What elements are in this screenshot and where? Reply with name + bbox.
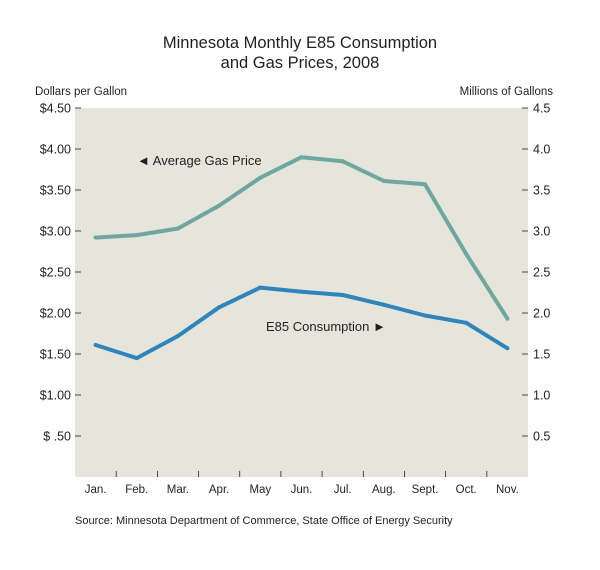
x-tick-label: Jan. xyxy=(85,484,107,496)
x-tick-label: Nov. xyxy=(496,484,519,496)
data-point xyxy=(299,289,304,294)
x-tick-label: Jun. xyxy=(291,484,313,496)
right-tick-label: 4.0 xyxy=(533,143,550,157)
x-tick-label: Sept. xyxy=(412,484,439,496)
x-tick-label: Apr. xyxy=(209,484,229,496)
data-point xyxy=(505,346,510,351)
x-tick-label: Oct. xyxy=(456,484,477,496)
data-point xyxy=(258,285,263,290)
right-tick-label: 1.0 xyxy=(533,389,550,403)
left-tick-label: $4.00 xyxy=(40,143,71,157)
right-axis: 0.5 1.0 1.5 2.0 2.5 3.0 3.5 4.0 4.5 xyxy=(522,102,550,444)
x-tick-label: Mar. xyxy=(167,484,189,496)
right-tick-label: 4.5 xyxy=(533,102,550,116)
source-note: Source: Minnesota Department of Commerce… xyxy=(75,515,453,527)
right-tick-label: 3.0 xyxy=(533,225,550,239)
left-axis-label: Dollars per Gallon xyxy=(35,86,127,98)
gas-price-label: ◄ Average Gas Price xyxy=(137,153,262,168)
left-tick-label: $4.50 xyxy=(40,102,71,116)
e85-consumption-label: E85 Consumption ► xyxy=(266,319,386,334)
right-tick-label: 0.5 xyxy=(533,430,550,444)
left-tick-label: $ .50 xyxy=(43,430,71,444)
data-point xyxy=(464,251,469,256)
data-point xyxy=(340,159,345,164)
right-tick-label: 1.5 xyxy=(533,348,550,362)
chart-title-line-1: Minnesota Monthly E85 Consumption xyxy=(163,34,437,52)
data-point xyxy=(505,316,510,321)
x-axis: Jan. Feb. Mar. Apr. May Jun. Jul. Aug. Sept. Oct.… xyxy=(85,471,519,496)
data-point xyxy=(464,320,469,325)
data-point xyxy=(299,155,304,160)
left-axis: $ .50 $1.00 $1.50 $2.00 $2.50 $3.00 $3.50 $4.00… xyxy=(40,102,81,444)
x-tick-label: May xyxy=(249,484,271,496)
right-axis-label: Millions of Gallons xyxy=(460,86,554,98)
left-tick-label: $2.50 xyxy=(40,266,71,280)
data-point xyxy=(175,226,180,231)
left-tick-label: $1.00 xyxy=(40,389,71,403)
x-tick-label: Jul. xyxy=(334,484,352,496)
left-tick-label: $1.50 xyxy=(40,348,71,362)
right-tick-label: 2.5 xyxy=(533,266,550,280)
data-point xyxy=(93,342,98,347)
chart-title-line-2: and Gas Prices, 2008 xyxy=(221,54,380,72)
left-tick-label: $3.00 xyxy=(40,225,71,239)
data-point xyxy=(175,333,180,338)
x-tick-label: Aug. xyxy=(372,484,396,496)
data-point xyxy=(381,302,386,307)
data-point xyxy=(258,175,263,180)
left-tick-label: $3.50 xyxy=(40,184,71,198)
right-tick-label: 3.5 xyxy=(533,184,550,198)
x-tick-label: Feb. xyxy=(125,484,148,496)
data-point xyxy=(340,292,345,297)
data-point xyxy=(423,182,428,187)
data-point xyxy=(217,305,222,310)
data-point xyxy=(134,356,139,361)
right-tick-label: 2.0 xyxy=(533,307,550,321)
left-tick-label: $2.00 xyxy=(40,307,71,321)
data-point xyxy=(423,313,428,318)
data-point xyxy=(217,203,222,208)
data-point xyxy=(134,233,139,238)
data-point xyxy=(381,178,386,183)
series-layer xyxy=(93,155,510,361)
data-point xyxy=(93,235,98,240)
